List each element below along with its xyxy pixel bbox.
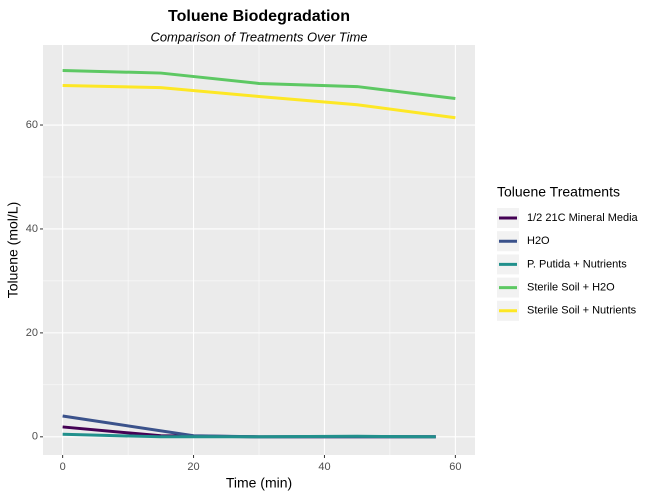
chart-subtitle: Comparison of Treatments Over Time bbox=[150, 29, 367, 44]
line bbox=[62, 84, 456, 120]
x-tick-label: 60 bbox=[449, 461, 461, 473]
y-tick-label: 60 bbox=[26, 119, 38, 131]
x-tick-label: 40 bbox=[318, 461, 330, 473]
x-tick-label: 0 bbox=[60, 461, 66, 473]
line bbox=[62, 432, 436, 439]
x-axis-label: Time (min) bbox=[226, 475, 292, 491]
legend-label: H2O bbox=[527, 235, 550, 247]
legend-label: P. Putida + Nutrients bbox=[527, 258, 627, 270]
x-tick-label: 20 bbox=[187, 461, 199, 473]
y-axis-label: Toluene (mol/L) bbox=[5, 202, 21, 299]
y-tick-label: 20 bbox=[26, 327, 38, 339]
chart-title: Toluene Biodegradation bbox=[168, 8, 350, 25]
y-tick-label: 40 bbox=[26, 223, 38, 235]
y-tick-label: 0 bbox=[32, 431, 38, 443]
legend-label: 1/2 21C Mineral Media bbox=[527, 212, 639, 224]
legend-label: Sterile Soil + Nutrients bbox=[527, 305, 637, 317]
line bbox=[62, 68, 456, 101]
legend-label: Sterile Soil + H2O bbox=[527, 282, 615, 294]
legend-title: Toluene Treatments bbox=[497, 184, 620, 200]
